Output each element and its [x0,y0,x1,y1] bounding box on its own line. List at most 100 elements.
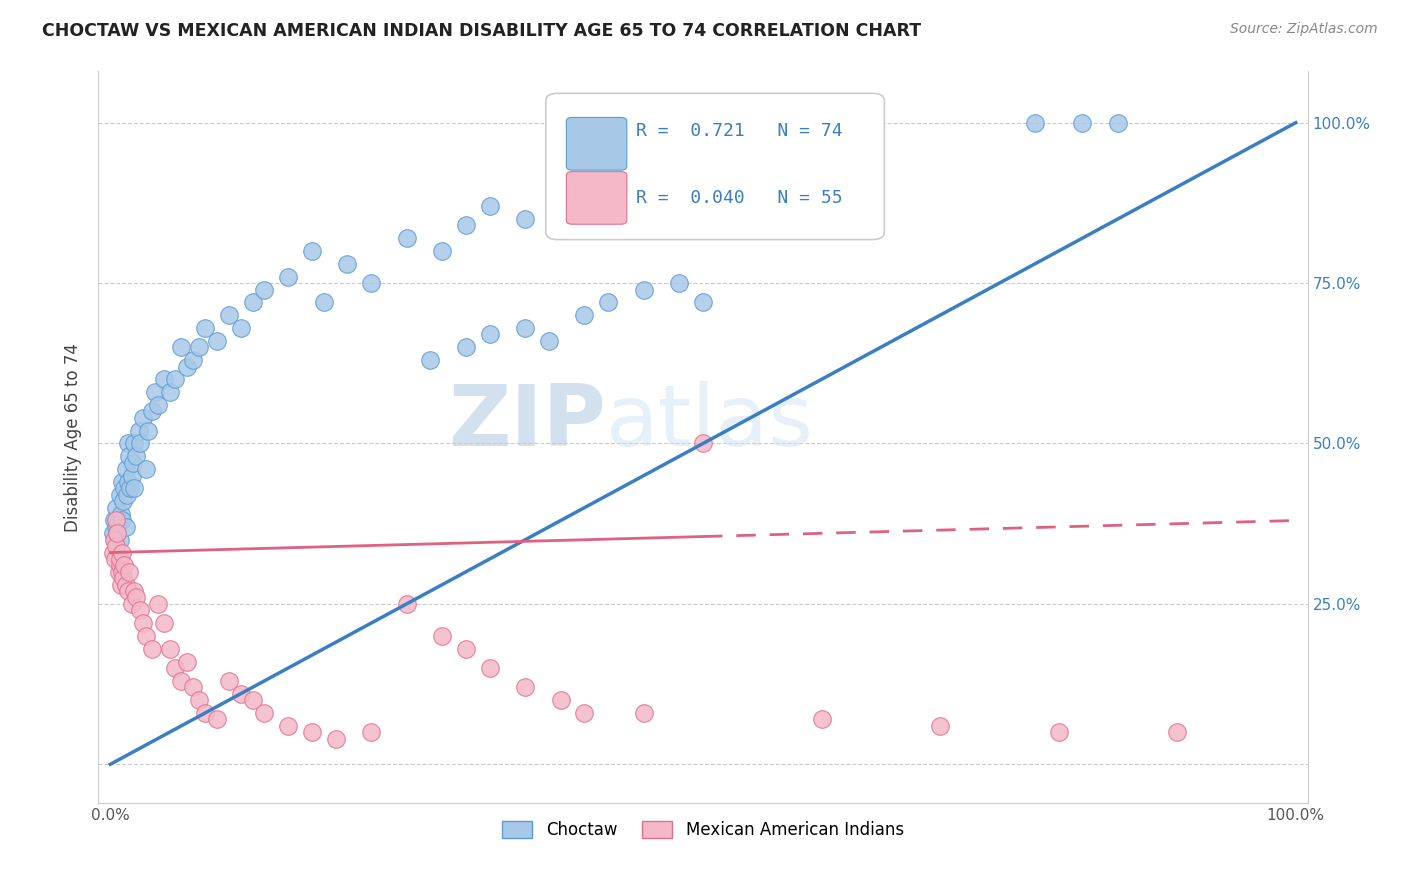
Point [111,545,134,559]
Point [277,719,299,733]
Legend: Choctaw, Mexican American Indians: Choctaw, Mexican American Indians [496,814,910,846]
Point [550,193,572,207]
Point [312,295,335,310]
Point [135,462,157,476]
Point [301,725,323,739]
Point [692,436,714,450]
Point [141,404,163,418]
Point [135,629,157,643]
Point [1107,116,1129,130]
Point [110,577,132,591]
Point [132,616,155,631]
Point [159,385,181,400]
Point [454,219,477,233]
Point [114,558,136,573]
Point [181,681,204,695]
Point [146,597,169,611]
Text: ZIP: ZIP [449,381,606,464]
Point [1024,116,1046,130]
Point [120,482,142,496]
Point [152,372,174,386]
Point [165,661,187,675]
Point [105,514,128,528]
Point [242,295,264,310]
Point [105,500,128,515]
Point [115,488,138,502]
Point [454,340,477,354]
Point [118,450,141,464]
Point [114,577,136,591]
Point [277,269,299,284]
Point [129,603,152,617]
Point [176,655,198,669]
Point [125,591,148,605]
Point [515,681,537,695]
Point [537,334,560,348]
Point [170,340,193,354]
Point [146,398,169,412]
Text: R =  0.721   N = 74: R = 0.721 N = 74 [637,122,844,140]
Point [598,193,620,207]
Point [668,276,690,290]
Point [112,494,135,508]
Point [122,436,145,450]
Text: CHOCTAW VS MEXICAN AMERICAN INDIAN DISABILITY AGE 65 TO 74 CORRELATION CHART: CHOCTAW VS MEXICAN AMERICAN INDIAN DISAB… [42,22,921,40]
Point [108,552,131,566]
Point [633,706,655,720]
Point [1047,725,1070,739]
Point [125,450,148,464]
Point [205,712,228,726]
Point [1166,725,1188,739]
Point [114,520,136,534]
Point [108,558,131,573]
Point [104,533,127,547]
Point [108,488,131,502]
Point [143,385,166,400]
Point [105,526,128,541]
Point [242,693,264,707]
Text: atlas: atlas [606,381,814,464]
Point [419,353,441,368]
Point [810,712,832,726]
Point [253,283,276,297]
Point [121,456,143,470]
Text: R =  0.040   N = 55: R = 0.040 N = 55 [637,189,844,207]
Point [432,244,454,258]
Point [229,321,252,335]
Point [110,507,132,521]
Y-axis label: Disability Age 65 to 74: Disability Age 65 to 74 [65,343,83,532]
Point [111,475,134,489]
Point [108,533,131,547]
Point [107,514,129,528]
Point [574,205,596,219]
Point [105,520,128,534]
Point [574,706,596,720]
Point [176,359,198,374]
Point [598,295,620,310]
Point [188,693,211,707]
Point [395,597,418,611]
Point [141,641,163,656]
Point [159,641,181,656]
Point [253,706,276,720]
Point [515,321,537,335]
Point [107,565,129,579]
Point [111,565,134,579]
Point [103,514,125,528]
Point [170,673,193,688]
Point [325,731,347,746]
Point [432,629,454,643]
Text: Source: ZipAtlas.com: Source: ZipAtlas.com [1230,22,1378,37]
Point [515,211,537,226]
Point [194,321,217,335]
Point [129,436,152,450]
Point [360,276,382,290]
Point [165,372,187,386]
Point [188,340,211,354]
Point [121,468,143,483]
Point [136,424,159,438]
Point [301,244,323,258]
Point [122,584,145,599]
Point [1071,116,1094,130]
FancyBboxPatch shape [546,94,884,240]
